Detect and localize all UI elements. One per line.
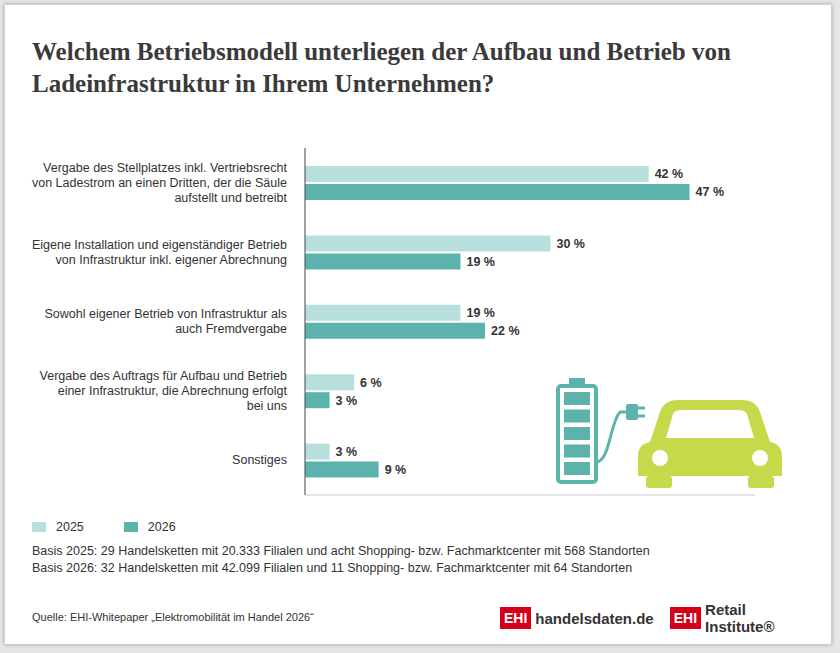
html-text:Quelle: EHI-Whitepaper „Elektr: Quelle: EHI-Whitepaper „Elektromobilität… [32, 611, 314, 623]
html-text:handelsdaten.de: handelsdaten.de [535, 609, 654, 627]
svg-text:3 %: 3 % [336, 394, 358, 408]
html-text:EHI: EHI [504, 610, 528, 626]
html-text:Retail Institute®: Retail Institute® [705, 601, 775, 635]
svg-text:3 %: 3 % [336, 445, 358, 459]
html-text:2025: 2025 [56, 520, 84, 534]
html-text:EHI: EHI [673, 610, 697, 626]
svg-text:22 %: 22 % [491, 324, 520, 338]
html-text:Welchem Betriebsmodell unterli: Welchem Betriebsmodell unterliegen der A… [32, 38, 731, 97]
html-text:Basis 2025: 29 Handelsketten m: Basis 2025: 29 Handelsketten mit 20.333 … [32, 544, 650, 558]
svg-text:19 %: 19 % [466, 306, 495, 320]
svg-text:9 %: 9 % [385, 463, 407, 477]
svg-text:Vergabe des Stellplatzes inkl.: Vergabe des Stellplatzes inkl. Vertriebs… [32, 161, 288, 205]
svg-text:42 %: 42 % [655, 167, 684, 181]
html-text:Basis 2026: 32 Handelsketten m: Basis 2026: 32 Handelsketten mit 42.099 … [32, 561, 633, 575]
html-text:2026: 2026 [147, 520, 176, 534]
svg-text:Sonstiges: Sonstiges [232, 453, 287, 467]
svg-text:19 %: 19 % [466, 255, 495, 269]
svg-text:Sowohl eigener Betrieb von Inf: Sowohl eigener Betrieb von Infrastruktur… [45, 307, 288, 336]
svg-text:30 %: 30 % [556, 237, 585, 251]
svg-text:Eigene Installation und eigens: Eigene Installation und eigenständiger B… [32, 238, 287, 267]
svg-text:6 %: 6 % [360, 376, 382, 390]
svg-text:47 %: 47 % [696, 185, 725, 199]
svg-text:Vergabe des Auftrags für Aufba: Vergabe des Auftrags für Aufbau und Betr… [40, 369, 288, 413]
